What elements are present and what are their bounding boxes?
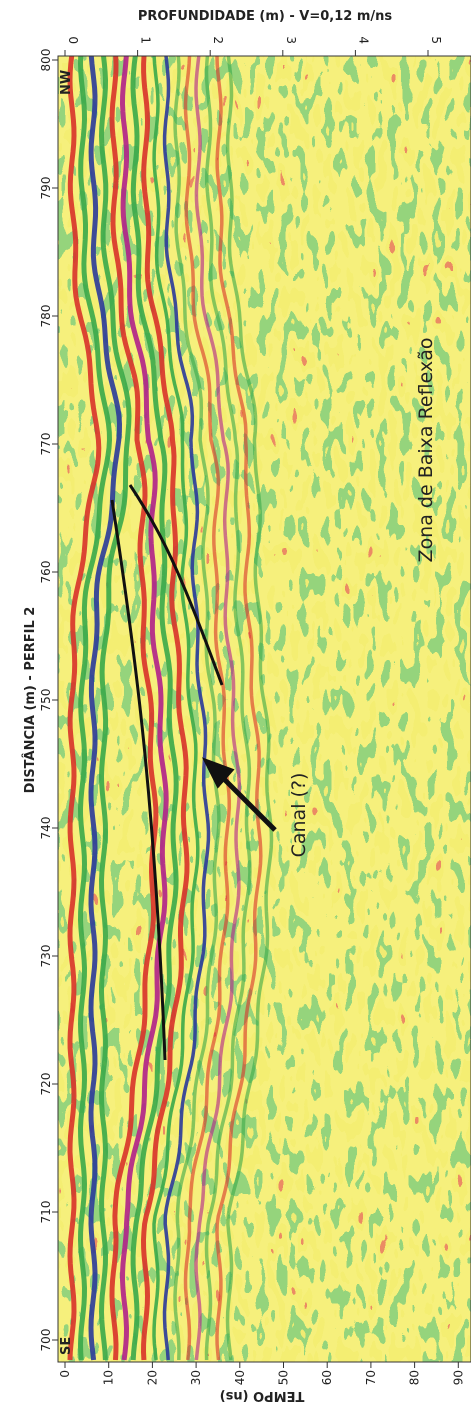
- reflector-band: [225, 56, 274, 1361]
- bottom-tick-label: 20: [145, 1370, 159, 1385]
- interpreted-reflector: [110, 499, 167, 1061]
- reflector-band: [194, 56, 242, 1361]
- top-tick-label: 1: [139, 36, 153, 44]
- left-tick-label: 730: [39, 945, 53, 968]
- label-nw: NW: [59, 70, 74, 95]
- reflector-bands: [67, 56, 274, 1361]
- top-tick-label: 0: [66, 36, 80, 44]
- bottom-tick-label: 0: [58, 1370, 72, 1378]
- left-axis-title: DISTÂNCIA (m) - PERFIL 2: [22, 607, 38, 794]
- left-tick-label: 710: [39, 1201, 53, 1224]
- bottom-tick-label: 60: [320, 1370, 334, 1385]
- reflector-band: [162, 56, 211, 1361]
- reflector-band: [67, 56, 102, 1361]
- interpreted-reflector: [128, 484, 224, 686]
- label-se: SE: [59, 1337, 74, 1355]
- bottom-axis-title: TEMPO (ns): [220, 1388, 305, 1403]
- reflector-band: [109, 56, 159, 1361]
- left-tick-label: 750: [39, 689, 53, 712]
- interpretation: [110, 484, 277, 1061]
- left-tick-label: 770: [39, 433, 53, 456]
- bottom-tick-label: 10: [102, 1370, 116, 1385]
- channel-label: Canal (?): [288, 773, 310, 858]
- zone-label: Zona de Baixa Reflexão: [415, 338, 437, 563]
- reflector-band: [98, 56, 132, 1361]
- top-axis-title: PROFUNDIDADE (m) - V=0,12 m/ns: [138, 9, 393, 24]
- left-tick-label: 760: [39, 561, 53, 584]
- top-tick-label: 2: [211, 36, 225, 44]
- reflector-band: [119, 56, 169, 1361]
- bottom-tick-label: 80: [408, 1370, 422, 1385]
- reflector-band: [183, 56, 231, 1361]
- arrow-head: [201, 757, 235, 789]
- reflector-band: [173, 56, 221, 1361]
- left-tick-label: 790: [39, 177, 53, 200]
- bottom-tick-label: 90: [451, 1370, 465, 1385]
- reflector-band: [140, 56, 190, 1361]
- top-tick-label: 3: [284, 36, 298, 44]
- reflector-band: [215, 56, 263, 1361]
- reflector-band: [204, 56, 252, 1361]
- top-tick-label: 4: [356, 36, 370, 44]
- reflector-band: [130, 56, 179, 1361]
- left-tick-label: 720: [39, 1073, 53, 1096]
- left-tick-label: 700: [39, 1329, 53, 1352]
- reflector-band: [152, 56, 200, 1361]
- frame: [57, 55, 471, 1363]
- bottom-tick-label: 30: [189, 1370, 203, 1385]
- left-tick-label: 740: [39, 817, 53, 840]
- reflector-band: [88, 56, 123, 1361]
- reflector-band: [77, 56, 113, 1361]
- top-tick-label: 5: [429, 36, 443, 44]
- bottom-tick-label: 50: [277, 1370, 291, 1385]
- left-tick-label: 800: [39, 49, 53, 72]
- bottom-tick-label: 40: [233, 1370, 247, 1385]
- left-tick-label: 780: [39, 305, 53, 328]
- bottom-tick-label: 70: [364, 1370, 378, 1385]
